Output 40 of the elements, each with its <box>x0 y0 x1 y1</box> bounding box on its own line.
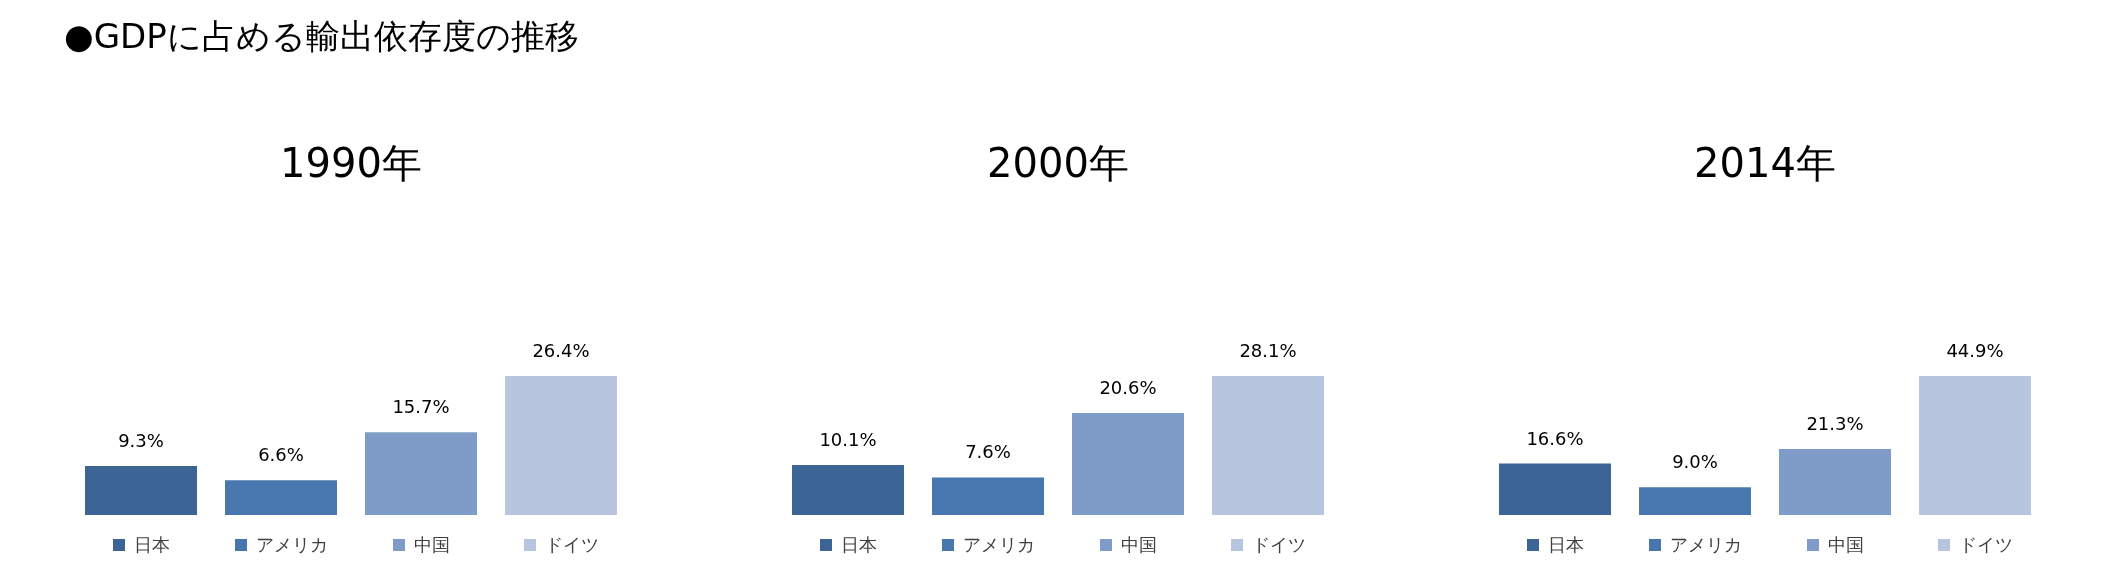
data-label: 6.6% <box>258 444 304 466</box>
legend-label: 日本 <box>840 534 877 556</box>
legend-label: ドイツ <box>544 534 599 556</box>
bar <box>1072 413 1184 515</box>
bar <box>1919 376 2031 515</box>
chart-title: 2014年 <box>1693 139 1837 187</box>
bar <box>505 376 617 515</box>
bar <box>1499 463 1611 515</box>
data-label: 28.1% <box>1239 340 1297 361</box>
data-label: 15.7% <box>392 396 450 418</box>
data-label: 26.4% <box>532 340 590 361</box>
data-label: 7.6% <box>965 441 1011 463</box>
bar <box>85 466 197 515</box>
data-label: 9.3% <box>118 430 164 452</box>
legend-label: ドイツ <box>1251 534 1306 556</box>
chart-title: 2000年 <box>986 139 1130 187</box>
legend-label: アメリカ <box>1669 534 1742 556</box>
text: ●GDPに占める輸出依存度の推移 <box>64 16 579 56</box>
bar <box>932 477 1044 515</box>
bar <box>792 465 904 515</box>
data-label: 9.0% <box>1672 451 1718 473</box>
data-label: 16.6% <box>1526 427 1584 449</box>
data-label: 20.6% <box>1099 377 1157 399</box>
bar <box>1779 449 1891 515</box>
bar <box>1212 376 1324 515</box>
data-label: 21.3% <box>1806 413 1864 435</box>
legend-label: 日本 <box>1547 534 1584 556</box>
legend-label: アメリカ <box>255 534 328 556</box>
data-label: 44.9% <box>1946 340 2004 361</box>
chart-title: 1990年 <box>279 139 423 187</box>
data-label: 10.1% <box>819 429 877 451</box>
bar <box>1639 487 1751 515</box>
bar <box>225 480 337 515</box>
legend-label: 中国 <box>413 534 450 556</box>
legend-label: 中国 <box>1120 534 1157 556</box>
bar <box>365 432 477 515</box>
legend-label: 日本 <box>133 534 170 556</box>
legend-label: ドイツ <box>1958 534 2013 556</box>
legend-label: アメリカ <box>962 534 1035 556</box>
legend-label: 中国 <box>1827 534 1864 556</box>
